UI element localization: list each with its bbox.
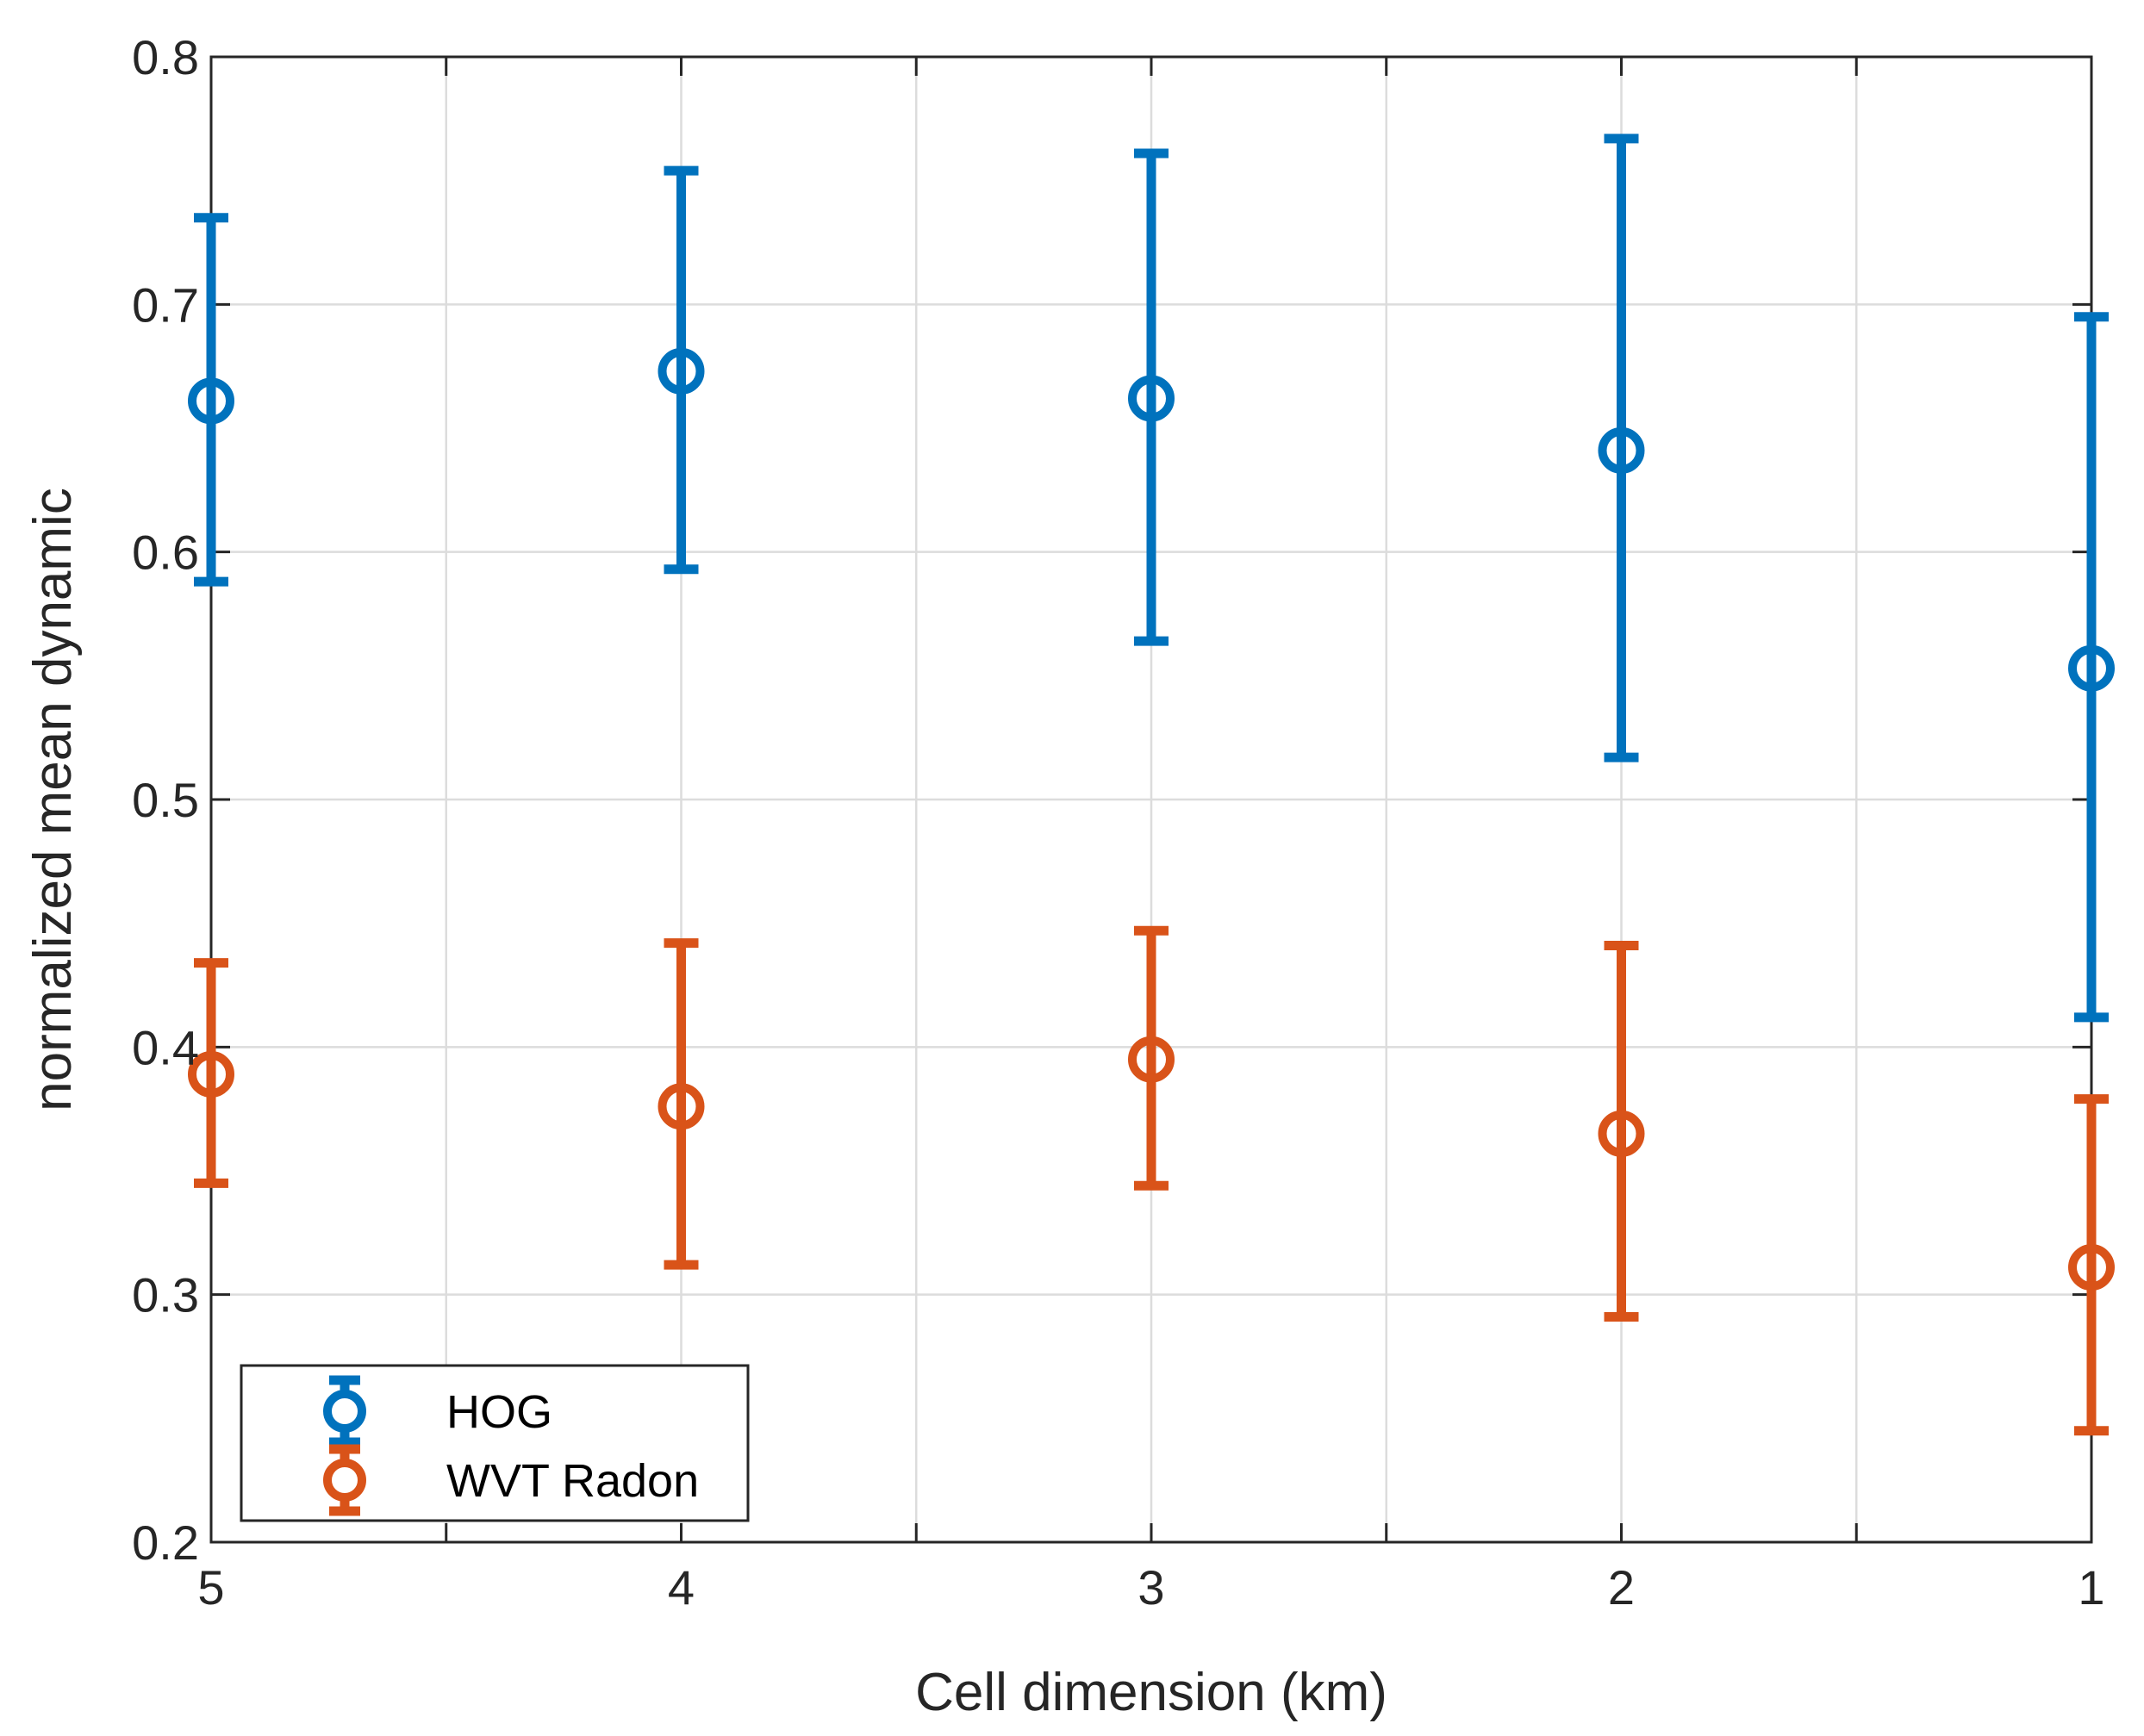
x-tick-labels: 5 4 3 2 1 (197, 1560, 2104, 1615)
legend: HOG WVT Radon (240, 1364, 750, 1522)
legend-entries: HOG WVT Radon (323, 1375, 699, 1516)
y-tick-label: 0.5 (132, 773, 199, 827)
legend-label: HOG (446, 1386, 552, 1438)
y-tick-label: 0.4 (132, 1020, 199, 1074)
y-tick-label: 0.6 (132, 526, 199, 580)
data-point (658, 347, 705, 395)
data-point (1598, 426, 1645, 474)
x-tick-label: 3 (1137, 1560, 1164, 1615)
y-tick-label: 0.8 (132, 30, 199, 84)
data-point (1128, 1036, 1175, 1083)
data-point (1128, 375, 1175, 422)
x-tick-label: 1 (2078, 1560, 2104, 1615)
series-group (188, 134, 2115, 1436)
series-wvt-radon (188, 925, 2115, 1436)
legend-item-wvt-radon: WVT Radon (323, 1444, 699, 1516)
y-tick-label: 0.3 (132, 1268, 199, 1322)
data-point (188, 377, 234, 425)
y-tick-label: 0.7 (132, 277, 199, 332)
data-point (658, 1083, 705, 1130)
x-tick-label: 5 (197, 1560, 224, 1615)
y-axis-label: normalized mean dynamic (23, 488, 83, 1111)
data-point (2068, 644, 2115, 692)
legend-marker (323, 1390, 366, 1433)
y-tick-labels: 0.2 0.3 0.4 0.5 0.6 0.7 0.8 (132, 30, 199, 1570)
legend-item-hog: HOG (323, 1375, 552, 1447)
y-tick-label: 0.2 (132, 1515, 199, 1570)
data-point (188, 1050, 234, 1098)
x-tick-label: 2 (1608, 1560, 1635, 1615)
data-point (2068, 1244, 2115, 1291)
legend-label: WVT Radon (446, 1455, 699, 1507)
legend-marker (323, 1459, 366, 1502)
series-hog (188, 134, 2115, 1023)
data-point (1598, 1110, 1645, 1157)
x-tick-label: 4 (668, 1560, 695, 1615)
legend-box (240, 1364, 750, 1522)
x-axis-label: Cell dimension (km) (915, 1663, 1387, 1722)
